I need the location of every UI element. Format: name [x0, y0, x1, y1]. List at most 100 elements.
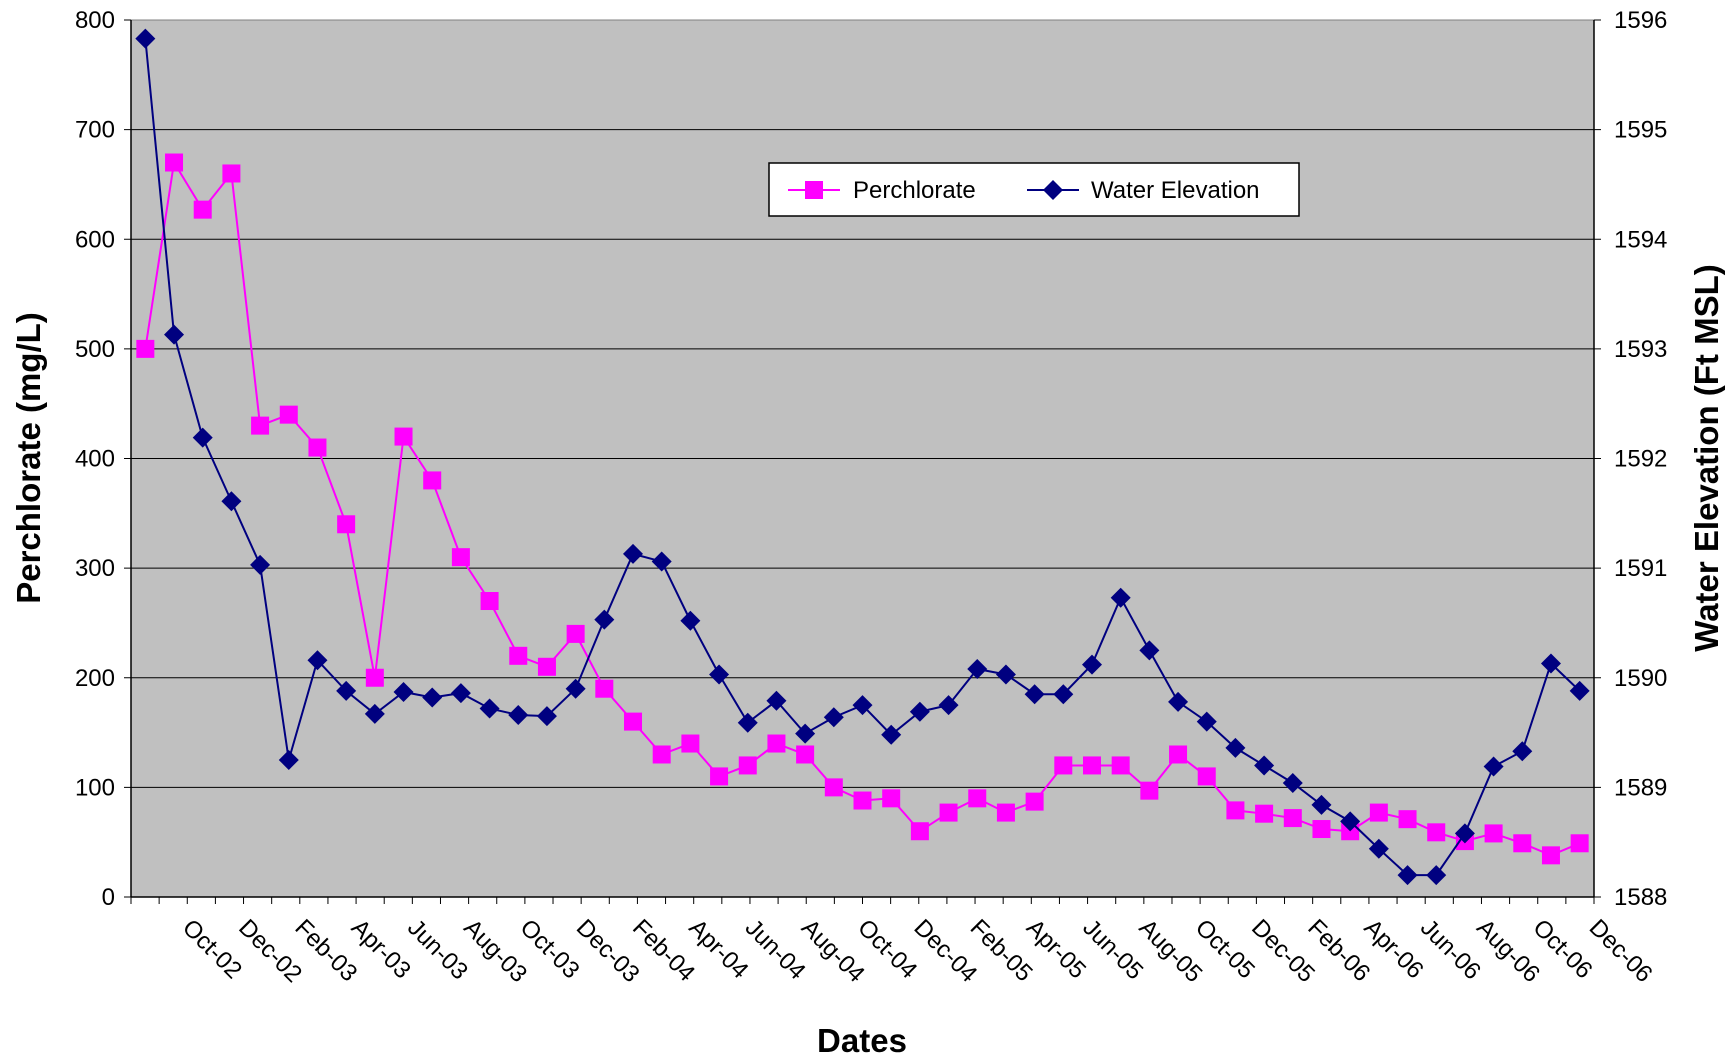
y-left-tick-label: 700 — [75, 117, 115, 144]
data-point — [1283, 809, 1302, 828]
data-point — [1426, 865, 1447, 886]
data-point — [1196, 711, 1217, 732]
x-tick-label: Oct-02 — [177, 914, 247, 984]
data-point — [1110, 587, 1131, 608]
y-right-tick-label: 1596 — [1614, 7, 1667, 34]
y-right-tick-label: 1588 — [1614, 884, 1667, 911]
data-point — [308, 438, 327, 457]
data-point — [336, 680, 357, 701]
y-left-tick-label: 0 — [102, 884, 115, 911]
data-point — [795, 723, 816, 744]
data-point — [710, 767, 729, 786]
data-point — [1483, 756, 1504, 777]
x-tick-label: Aug-04 — [796, 914, 870, 988]
series-layer — [135, 28, 1590, 886]
data-point — [536, 706, 557, 727]
legend-water-elevation-marker — [1043, 180, 1063, 200]
data-point — [968, 789, 987, 808]
data-point — [508, 705, 529, 726]
data-point — [423, 471, 442, 490]
data-point — [165, 153, 184, 172]
data-point — [278, 749, 299, 770]
data-point — [136, 339, 155, 358]
data-point — [192, 427, 213, 448]
data-point — [709, 664, 730, 685]
data-point — [1169, 745, 1188, 764]
data-point — [737, 712, 758, 733]
data-point — [939, 803, 958, 822]
data-point — [1082, 756, 1101, 775]
data-point — [680, 610, 701, 631]
data-point — [1053, 684, 1074, 705]
data-point — [1024, 684, 1045, 705]
y-right-tick-label: 1589 — [1614, 774, 1667, 801]
data-point — [1081, 654, 1102, 675]
data-point — [1226, 801, 1245, 820]
data-point — [909, 701, 930, 722]
data-point — [824, 778, 843, 797]
y-left-tick-label: 500 — [75, 336, 115, 363]
data-point — [1427, 823, 1446, 842]
x-tick-label: Aug-05 — [1134, 914, 1208, 988]
data-point — [1225, 737, 1246, 758]
data-point — [1197, 767, 1216, 786]
x-tick-label: Aug-03 — [458, 914, 532, 988]
series-water-elevation — [135, 28, 1590, 886]
data-point — [364, 703, 385, 724]
x-tick-label: Dec-05 — [1246, 914, 1320, 988]
data-point — [882, 789, 901, 808]
data-point — [910, 822, 929, 841]
data-point — [1454, 823, 1475, 844]
data-point — [853, 791, 872, 810]
legend-water-elevation-label: Water Elevation — [1091, 177, 1260, 204]
data-point — [623, 543, 644, 564]
x-tick-label: Aug-06 — [1471, 914, 1545, 988]
data-point — [1569, 680, 1590, 701]
y-left-tick-label: 300 — [75, 555, 115, 582]
data-point — [566, 624, 585, 643]
x-tick-label: Dec-04 — [909, 914, 983, 988]
data-point — [365, 668, 384, 687]
data-point — [1369, 803, 1388, 822]
data-point — [450, 683, 471, 704]
data-point — [1512, 741, 1533, 762]
data-point — [796, 745, 815, 764]
data-point — [479, 698, 500, 719]
axes — [124, 19, 1601, 904]
data-point — [250, 554, 271, 575]
x-tick-label: Jun-04 — [740, 914, 811, 985]
y-left-tick-label: 400 — [75, 446, 115, 473]
x-tick-label: Feb-05 — [965, 914, 1038, 987]
y-right-tick-label: 1590 — [1614, 665, 1667, 692]
data-point — [1025, 792, 1044, 811]
data-point — [967, 658, 988, 679]
data-point — [995, 664, 1016, 685]
data-point — [164, 324, 185, 345]
data-point — [1368, 838, 1389, 859]
data-point — [652, 745, 671, 764]
data-point — [594, 609, 615, 630]
data-point — [1398, 810, 1417, 829]
data-point — [251, 416, 270, 435]
data-point — [537, 657, 556, 676]
data-point — [565, 678, 586, 699]
data-point — [1311, 794, 1332, 815]
data-point — [394, 427, 413, 446]
y-left-tick-label: 600 — [75, 226, 115, 253]
x-tick-label: Feb-04 — [627, 914, 700, 987]
data-point — [1139, 640, 1160, 661]
data-point — [222, 164, 241, 183]
x-axis-title: Dates — [817, 1022, 907, 1059]
data-point — [1282, 772, 1303, 793]
data-point — [307, 650, 328, 671]
x-tick-label: Feb-03 — [290, 914, 363, 987]
data-point — [1513, 834, 1532, 853]
data-point — [823, 707, 844, 728]
data-point — [193, 200, 212, 219]
x-tick-label: Feb-06 — [1302, 914, 1375, 987]
data-point — [422, 687, 443, 708]
y-left-tick-label: 200 — [75, 665, 115, 692]
legend: Perchlorate Water Elevation — [768, 162, 1300, 217]
data-point — [1168, 691, 1189, 712]
